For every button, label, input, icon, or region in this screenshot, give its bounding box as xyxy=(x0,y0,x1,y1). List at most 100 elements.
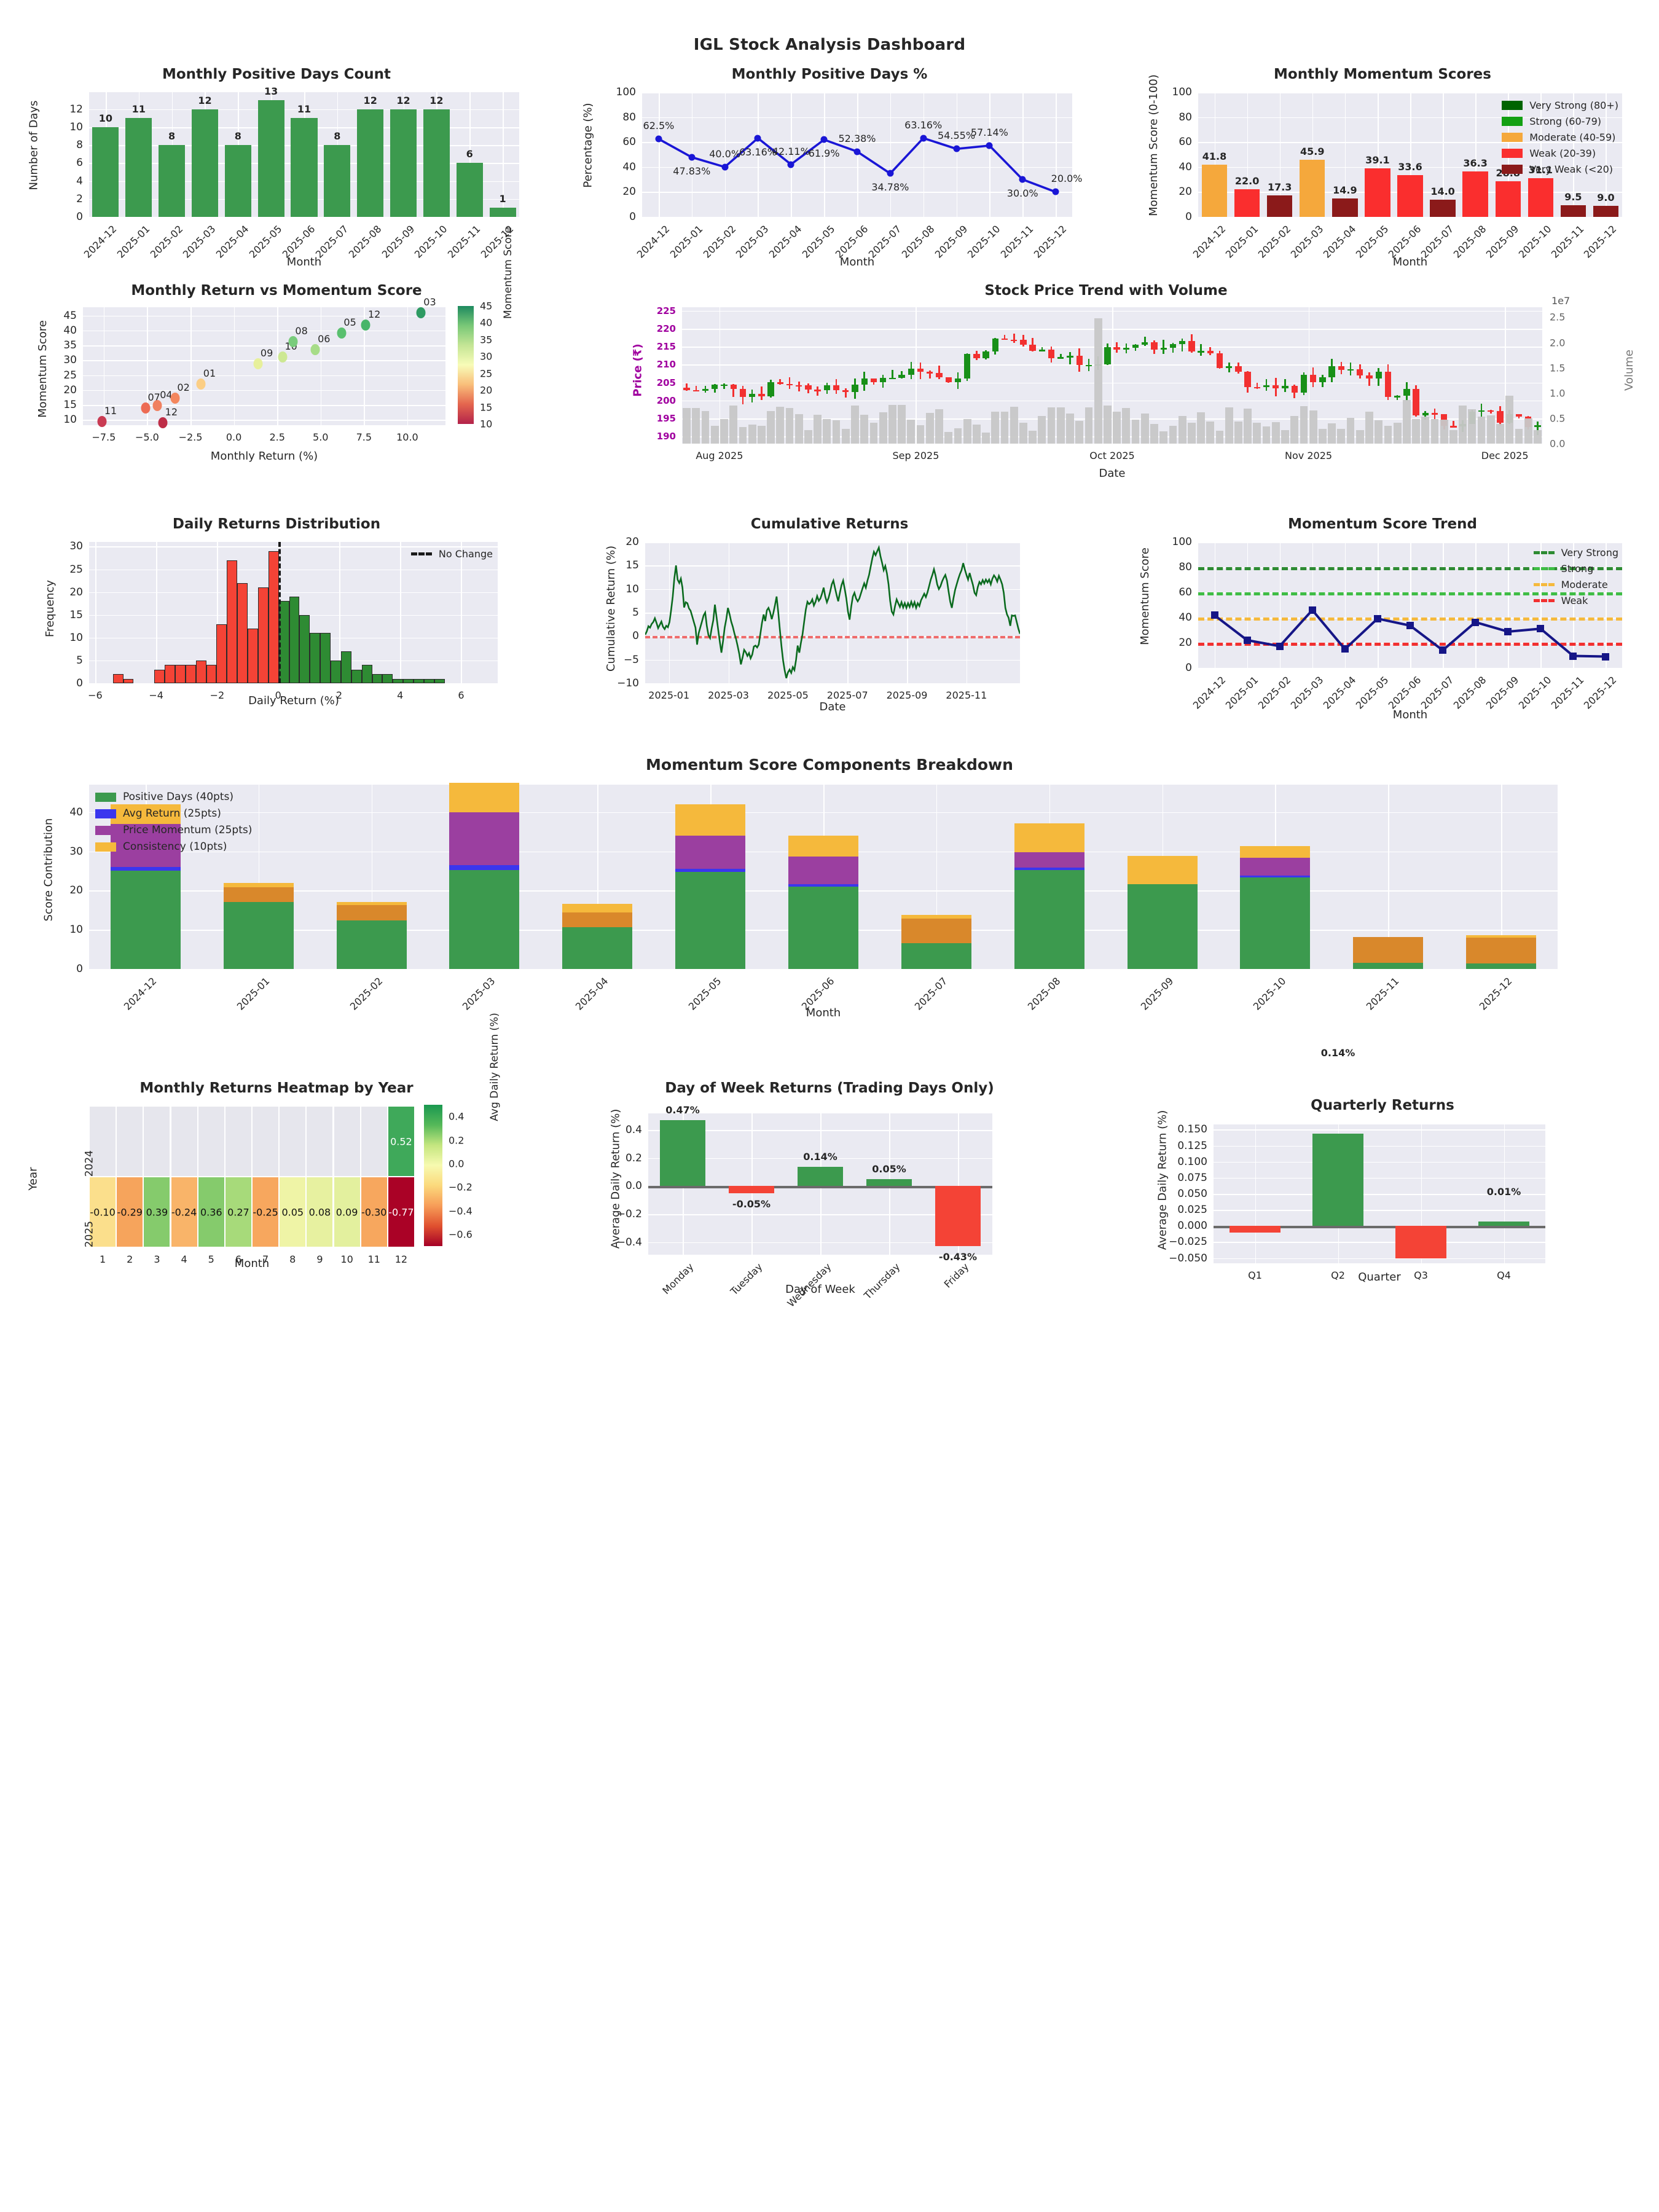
gridline-x xyxy=(1255,1124,1257,1263)
candle-body xyxy=(1029,344,1036,351)
colorbar-tick-label: 20 xyxy=(480,384,493,396)
histogram-bin xyxy=(237,582,248,683)
x-tick-label: 2025-06 xyxy=(1386,223,1424,261)
yaxis-label-positive-days-count: Number of Days xyxy=(27,100,41,190)
x-tick-label: 2025-07 xyxy=(826,689,868,701)
candle-body xyxy=(982,351,989,358)
gridline-x xyxy=(890,92,892,217)
legend-swatch xyxy=(1502,133,1523,142)
volume-bar xyxy=(720,418,728,444)
legend-label: Moderate (40-59) xyxy=(1529,131,1616,143)
histogram-bin xyxy=(227,560,238,683)
x-tick-label: −4 xyxy=(149,689,163,701)
panel-momentum-score-trend: Momentum Score Trend 0 20 40 60 80 100 2024-12… xyxy=(1106,516,1659,725)
x-tick-label: 2025-12 xyxy=(1582,223,1619,261)
legend-label: Positive Days (40pts) xyxy=(123,791,233,803)
gridline-y xyxy=(83,315,445,317)
candle-body xyxy=(1160,347,1167,350)
x-tick-label: 2025-02 xyxy=(1255,223,1293,261)
plot-momentum-scores: 0 20 40 60 80 100 2024-12 2025-01 2025-02 2025-03… xyxy=(1172,86,1622,261)
candle-body xyxy=(1020,340,1027,345)
candle-body xyxy=(758,394,765,397)
bar-value-label: 11 xyxy=(131,103,146,116)
histogram-bin xyxy=(310,633,321,683)
bar-value-label: 22.0 xyxy=(1234,175,1260,187)
gridline-x xyxy=(1421,1124,1422,1263)
volume-bar xyxy=(907,419,916,444)
gridline-x xyxy=(907,542,908,683)
scatter-point xyxy=(337,327,347,339)
legend-label: Moderate xyxy=(1561,579,1608,590)
heatmap-cell xyxy=(388,1177,414,1247)
legend-dash xyxy=(410,552,432,555)
candle-wick xyxy=(1181,338,1183,351)
no-change-vline xyxy=(278,542,281,683)
x-tick-label: 2025-02 xyxy=(147,223,186,261)
x-tick-label: 2025-10 xyxy=(965,223,1003,261)
panel-positive-days-pct: Monthly Positive Days % 0 20 40 60 80 100 2024… xyxy=(553,66,1106,269)
gridline-x xyxy=(1508,542,1509,668)
legend-label: Strong (60-79) xyxy=(1529,116,1602,127)
candle-body xyxy=(1169,344,1177,348)
heatmap-col-label: 4 xyxy=(181,1253,187,1265)
gridline-x xyxy=(461,542,463,683)
x-tick-label: 2025-03 xyxy=(1288,674,1326,712)
gridline-y xyxy=(83,330,445,332)
legend-row: Positive Days (40pts) xyxy=(95,791,252,803)
gridline-x xyxy=(1475,542,1477,668)
stacked-segment xyxy=(1466,963,1537,969)
data-point xyxy=(986,142,993,149)
x-tick-label: 2025-09 xyxy=(932,223,970,261)
x-tick-label: 2025-11 xyxy=(998,223,1036,261)
chart-row-3: Daily Returns Distribution 0 5 10 15 20 25 30−… xyxy=(0,516,1659,725)
volume-bar xyxy=(1197,412,1205,444)
y-tick-label: 15 xyxy=(626,559,639,572)
volume-bar xyxy=(1206,421,1215,444)
scatter-point-label: 06 xyxy=(318,332,331,345)
volume-bar xyxy=(1000,411,1009,444)
gridline-x xyxy=(1504,1124,1505,1263)
bar-value-label: -0.43% xyxy=(938,1251,978,1263)
candle-wick xyxy=(1069,351,1071,364)
colorbar-tick-label: 40 xyxy=(480,316,493,329)
bar-value-label: 0.14% xyxy=(803,1150,837,1163)
heatmap-cell xyxy=(307,1177,333,1247)
heatmap-col-label: 3 xyxy=(154,1253,160,1265)
data-point-label: 52.38% xyxy=(838,132,876,144)
x-tick-label: 2025-08 xyxy=(1451,223,1489,261)
volume-bar xyxy=(1169,426,1177,444)
x-tick-label: 2025-04 xyxy=(1320,674,1359,712)
x-tick-label: 2024-12 xyxy=(634,223,672,261)
candle-body xyxy=(1384,371,1392,398)
stacked-segment xyxy=(110,867,181,871)
volume-bar xyxy=(1244,409,1252,444)
candle-body xyxy=(1011,339,1018,342)
data-point-label: 54.55% xyxy=(938,130,976,142)
heatmap-col-label: 2 xyxy=(127,1253,133,1265)
legend-label: Price Momentum (25pts) xyxy=(123,824,253,836)
y-tick-label: 0.125 xyxy=(1177,1139,1207,1152)
y-tick-label: 0 xyxy=(76,677,83,689)
data-point xyxy=(754,135,761,142)
y-tick-label: 20 xyxy=(622,186,636,198)
volume-bar xyxy=(1365,411,1373,444)
bar-positive-days xyxy=(489,208,516,217)
heatmap-cell xyxy=(307,1107,333,1176)
legend-label: Weak xyxy=(1561,595,1588,606)
yaxis-label-daily-returns-hist: Frequency xyxy=(44,580,57,637)
candle-body xyxy=(1085,364,1092,366)
bar-positive-days xyxy=(92,127,119,217)
x-tick-label: Q4 xyxy=(1497,1269,1511,1281)
gridline-x xyxy=(1344,542,1346,668)
data-point xyxy=(1602,653,1610,661)
volume-bar xyxy=(1140,414,1149,444)
data-point xyxy=(688,154,696,161)
gridline-x xyxy=(95,542,96,683)
y-tick-label: 12 xyxy=(69,103,83,116)
stacked-overlay xyxy=(336,904,407,921)
candle-wick xyxy=(928,371,931,378)
plot-positive-days-pct: 0 20 40 60 80 100 2024-12 2025-01 2025-02 2025-03… xyxy=(616,86,1083,261)
volume-bar xyxy=(1094,318,1102,444)
gridline-x xyxy=(958,1113,959,1255)
stacked-segment xyxy=(449,782,520,812)
